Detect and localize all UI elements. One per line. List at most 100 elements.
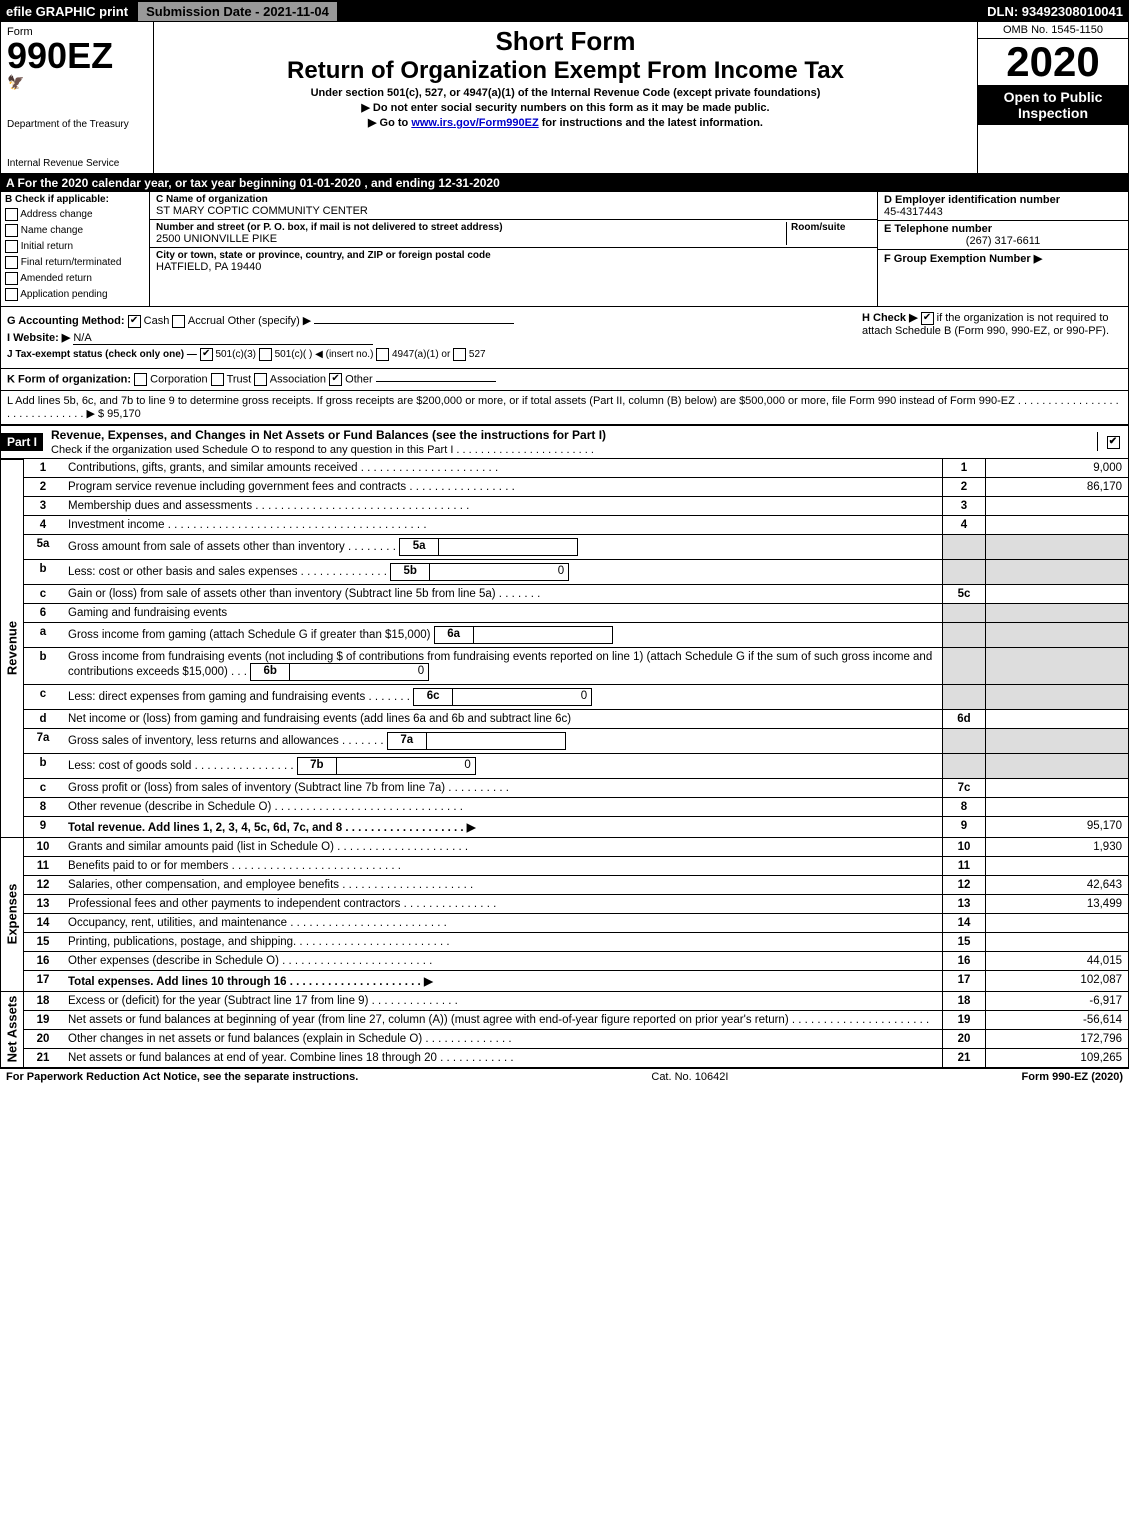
part1-bar: Part I Revenue, Expenses, and Changes in…: [0, 425, 1129, 459]
k-corp-chk[interactable]: [134, 373, 147, 386]
d: Occupancy, rent, utilities, and maintena…: [62, 913, 943, 932]
f-label: F Group Exemption Number ▶: [884, 253, 1042, 265]
d: Salaries, other compensation, and employ…: [62, 875, 943, 894]
a-shaded: [986, 684, 1129, 709]
checkbox-icon[interactable]: [5, 240, 18, 253]
irs-link[interactable]: www.irs.gov/Form990EZ: [411, 117, 538, 129]
g-cash-chk[interactable]: [128, 315, 141, 328]
line-8: 8Other revenue (describe in Schedule O) …: [24, 797, 1129, 816]
c-shaded: [943, 728, 986, 753]
line-19: 19Net assets or fund balances at beginni…: [24, 1010, 1129, 1029]
checkbox-icon[interactable]: [5, 288, 18, 301]
n: c: [24, 584, 63, 603]
name-change-label: Name change: [21, 225, 83, 236]
a: [986, 797, 1129, 816]
c: 16: [943, 951, 986, 970]
c: 20: [943, 1029, 986, 1048]
mid-section: H Check ▶ if the organization is not req…: [0, 307, 1129, 369]
line-5b: b Less: cost or other basis and sales exp…: [24, 559, 1129, 584]
netassets-side-label: Net Assets: [5, 996, 20, 1063]
c: 13: [943, 894, 986, 913]
n: 4: [24, 515, 63, 534]
c-shaded: [943, 684, 986, 709]
ic: 7a: [387, 732, 427, 750]
ic: 7b: [297, 757, 337, 775]
chk-pending[interactable]: Application pending: [5, 288, 145, 301]
n: 21: [24, 1048, 63, 1067]
d: Gross sales of inventory, less returns a…: [62, 728, 943, 753]
n: c: [24, 684, 63, 709]
line-2: 2Program service revenue including gover…: [24, 477, 1129, 496]
city-value: HATFIELD, PA 19440: [156, 261, 871, 273]
d: Other changes in net assets or fund bala…: [62, 1029, 943, 1048]
checkbox-icon: [1107, 436, 1120, 449]
a-shaded: [986, 728, 1129, 753]
n: b: [24, 559, 63, 584]
a-shaded: [986, 753, 1129, 778]
d: Less: cost or other basis and sales expe…: [62, 559, 943, 584]
c: 2: [943, 477, 986, 496]
netassets-table: 18Excess or (deficit) for the year (Subt…: [23, 992, 1129, 1068]
footer: For Paperwork Reduction Act Notice, see …: [0, 1068, 1129, 1085]
a: [986, 709, 1129, 728]
d: Gain or (loss) from sale of assets other…: [62, 584, 943, 603]
checkbox-icon[interactable]: [5, 208, 18, 221]
chk-address[interactable]: Address change: [5, 208, 145, 221]
c: 15: [943, 932, 986, 951]
line-14: 14Occupancy, rent, utilities, and mainte…: [24, 913, 1129, 932]
ia: 0: [337, 757, 476, 775]
n: 7a: [24, 728, 63, 753]
h-checkbox[interactable]: [921, 312, 934, 325]
a: [986, 932, 1129, 951]
d: Less: cost of goods sold . . . . . . . .…: [62, 753, 943, 778]
line-3: 3Membership dues and assessments . . . .…: [24, 496, 1129, 515]
j-501c3-chk[interactable]: [200, 348, 213, 361]
part1-schedule-o-check[interactable]: [1097, 432, 1128, 450]
d: Other expenses (describe in Schedule O) …: [62, 951, 943, 970]
d: Excess or (deficit) for the year (Subtra…: [62, 992, 943, 1011]
d: Professional fees and other payments to …: [62, 894, 943, 913]
checkbox-icon[interactable]: [5, 224, 18, 237]
k-other-chk[interactable]: [329, 373, 342, 386]
j-501c-chk[interactable]: [259, 348, 272, 361]
d-text: Less: cost or other basis and sales expe…: [68, 566, 387, 578]
k-trust-chk[interactable]: [211, 373, 224, 386]
goto-post: for instructions and the latest informat…: [539, 117, 763, 129]
chk-name[interactable]: Name change: [5, 224, 145, 237]
ic: 5b: [390, 563, 430, 581]
chk-amended[interactable]: Amended return: [5, 272, 145, 285]
omb: OMB No. 1545-1150: [978, 22, 1128, 39]
section-b: B Check if applicable: Address change Na…: [0, 192, 1129, 307]
a: 42,643: [986, 875, 1129, 894]
checkbox-icon[interactable]: [5, 256, 18, 269]
j-527-chk[interactable]: [453, 348, 466, 361]
k-section: K Form of organization: Corporation Trus…: [0, 369, 1129, 391]
city-label: City or town, state or province, country…: [156, 250, 871, 261]
tax-year-bar: A For the 2020 calendar year, or tax yea…: [0, 174, 1129, 192]
line-7a: 7aGross sales of inventory, less returns…: [24, 728, 1129, 753]
checkbox-icon[interactable]: [5, 272, 18, 285]
line-7b: bLess: cost of goods sold . . . . . . . …: [24, 753, 1129, 778]
g-accrual-chk[interactable]: [172, 315, 185, 328]
efile-label[interactable]: efile GRAPHIC print: [0, 4, 134, 19]
a: [986, 778, 1129, 797]
d: Gross profit or (loss) from sales of inv…: [62, 778, 943, 797]
d: Total revenue. Add lines 1, 2, 3, 4, 5c,…: [62, 816, 943, 837]
netassets-group: Net Assets 18Excess or (deficit) for the…: [0, 992, 1129, 1068]
city-row: City or town, state or province, country…: [150, 248, 877, 275]
chk-initial[interactable]: Initial return: [5, 240, 145, 253]
k-assoc-chk[interactable]: [254, 373, 267, 386]
n: 1: [24, 459, 63, 478]
line-17: 17Total expenses. Add lines 10 through 1…: [24, 970, 1129, 991]
seal-icon: 🦅: [7, 74, 147, 91]
group-row: F Group Exemption Number ▶: [878, 250, 1128, 267]
chk-final[interactable]: Final return/terminated: [5, 256, 145, 269]
j-4947: 4947(a)(1) or: [392, 349, 450, 360]
d: Printing, publications, postage, and shi…: [62, 932, 943, 951]
j-4947-chk[interactable]: [376, 348, 389, 361]
c: 10: [943, 838, 986, 857]
c: 8: [943, 797, 986, 816]
ic: 6c: [413, 688, 453, 706]
c: 18: [943, 992, 986, 1011]
form-number: 990EZ: [7, 38, 147, 74]
